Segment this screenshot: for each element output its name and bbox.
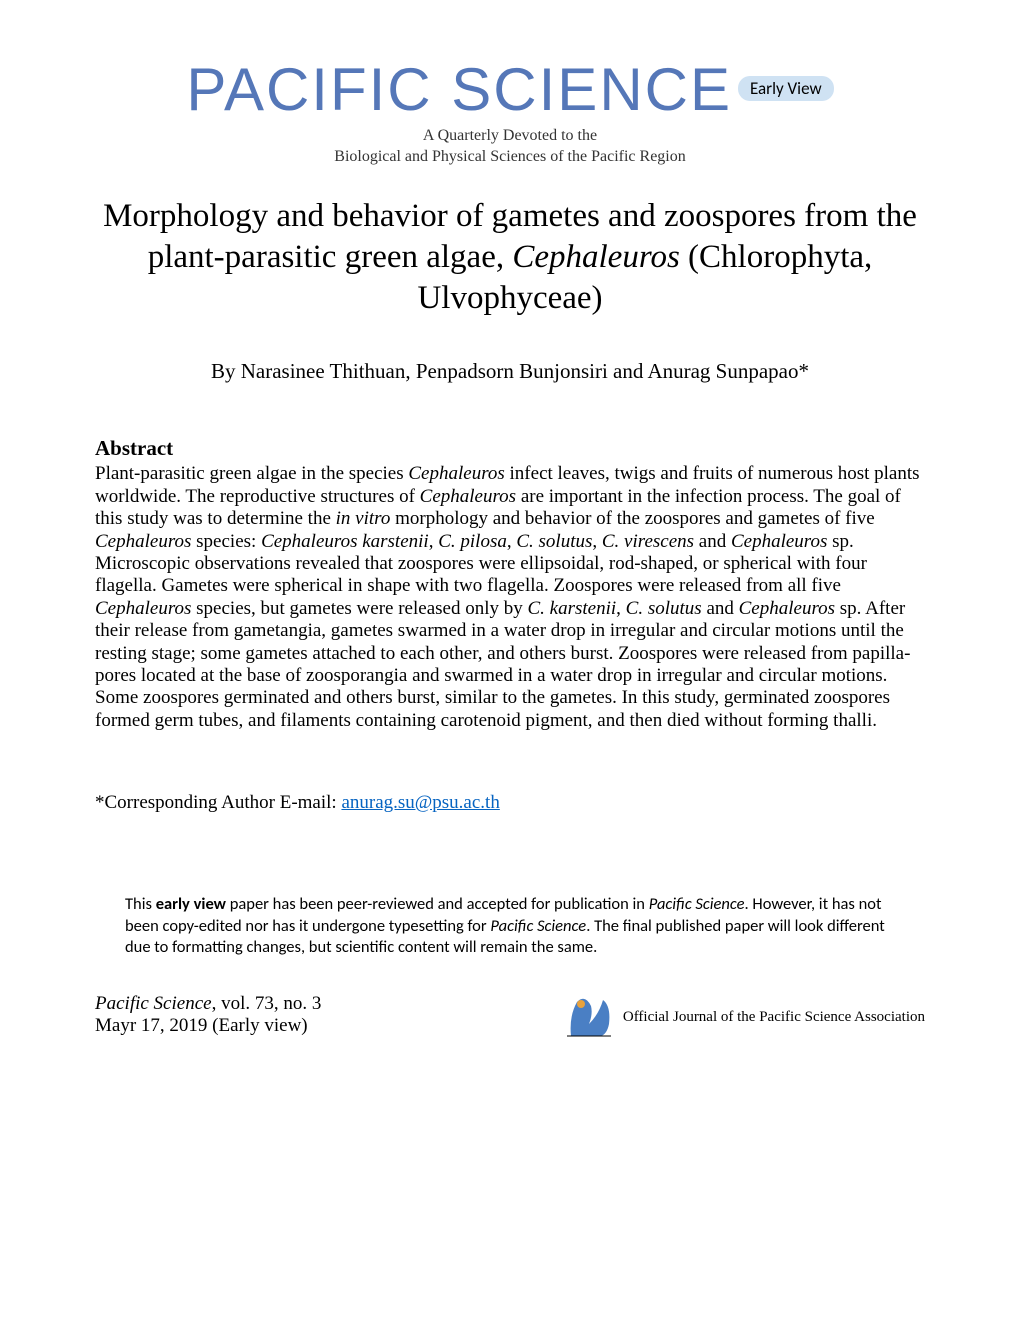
note-italic: Pacific Science (649, 894, 745, 914)
abstract-text: C. pilosa (438, 531, 507, 552)
abstract-text: Cephaleuros (408, 463, 504, 484)
abstract-text: morphology and behavior of the zoospores… (390, 508, 874, 529)
citation: Pacific Science, vol. 73, no. 3 Mayr 17,… (95, 993, 321, 1039)
note-italic: Pacific Science (490, 916, 586, 936)
abstract-text: Cephaleuros (739, 598, 835, 619)
footer-row: Pacific Science, vol. 73, no. 3 Mayr 17,… (95, 993, 925, 1039)
abstract-text: C. solutus (516, 531, 592, 552)
authors: By Narasinee Thithuan, Penpadsorn Bunjon… (95, 359, 925, 384)
abstract-text: and (694, 531, 731, 552)
journal-title-row: PACIFIC SCIENCE Early View (95, 60, 925, 120)
abstract-text: , (616, 598, 626, 619)
early-view-badge: Early View (738, 76, 834, 101)
abstract-text: in vitro (336, 508, 391, 529)
citation-journal: Pacific Science (95, 993, 212, 1014)
note-bold: early view (156, 894, 226, 914)
corresponding-email-link[interactable]: anurag.su@psu.ac.th (341, 792, 499, 813)
abstract-text: C. solutus (626, 598, 702, 619)
corresponding-label: *Corresponding Author E-mail: (95, 792, 341, 813)
abstract-text: and (702, 598, 739, 619)
journal-title: PACIFIC SCIENCE (186, 60, 732, 120)
abstract-text: Cephaleuros (731, 531, 827, 552)
abstract-text: Plant-parasitic green algae in the speci… (95, 463, 408, 484)
official-journal-block: Official Journal of the Pacific Science … (563, 996, 925, 1038)
abstract-text: species: (191, 531, 261, 552)
abstract-text: C. virescens (602, 531, 694, 552)
abstract-text: species, but gametes were released only … (191, 598, 527, 619)
abstract-text: , (592, 531, 602, 552)
citation-date: Mayr 17, 2019 (Early view) (95, 1015, 308, 1036)
abstract-text: , (429, 531, 439, 552)
early-view-note: This early view paper has been peer-revi… (95, 894, 925, 958)
corresponding-author: *Corresponding Author E-mail: anurag.su@… (95, 792, 925, 814)
abstract-text: , (507, 531, 517, 552)
abstract-text: Cephaleuros (420, 486, 516, 507)
subtitle-line2: Biological and Physical Sciences of the … (334, 148, 685, 165)
abstract-text: Cephaleuros (95, 598, 191, 619)
abstract-text: Cephaleuros (95, 531, 191, 552)
subtitle-line1: A Quarterly Devoted to the (423, 127, 597, 144)
note-text: paper has been peer-reviewed and accepte… (226, 894, 649, 914)
article-title: Morphology and behavior of gametes and z… (95, 196, 925, 320)
abstract-heading: Abstract (95, 436, 925, 461)
psa-logo-icon (563, 996, 615, 1038)
journal-subtitle: A Quarterly Devoted to the Biological an… (95, 126, 925, 168)
citation-vol: , vol. 73, no. 3 (212, 993, 322, 1014)
journal-header: PACIFIC SCIENCE Early View A Quarterly D… (95, 60, 925, 168)
title-italic: Cephaleuros (512, 239, 679, 275)
official-journal-text: Official Journal of the Pacific Science … (623, 1009, 925, 1026)
abstract-body: Plant-parasitic green algae in the speci… (95, 463, 925, 732)
abstract-text: Cephaleuros karstenii (261, 531, 429, 552)
abstract-text: C. karstenii (527, 598, 616, 619)
note-text: This (125, 894, 156, 914)
